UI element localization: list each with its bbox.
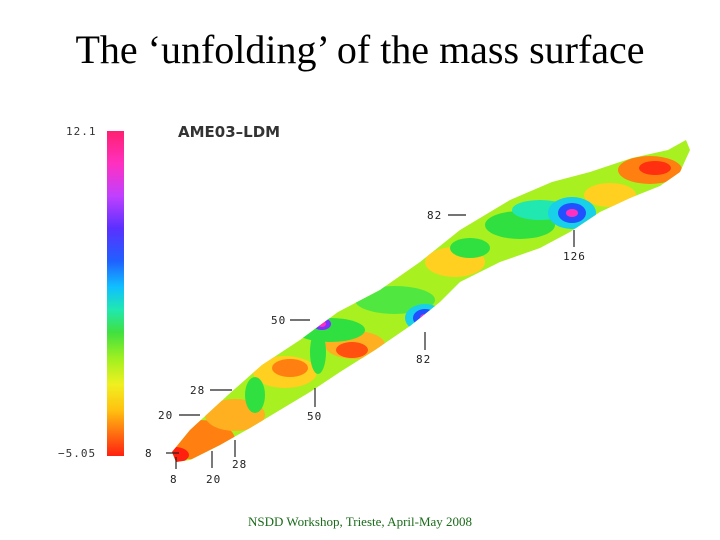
footer-text: NSDD Workshop, Trieste, April-May 2008	[247, 514, 473, 529]
magic-label-left-50: 50	[271, 314, 287, 327]
magic-number-ticks	[166, 214, 575, 469]
magic-label-bottom-50: 50	[307, 410, 323, 423]
magic-label-bottom-8: 8	[170, 473, 178, 486]
magic-label-bottom-82: 82	[416, 353, 432, 366]
magic-label-bottom-126: 126	[563, 250, 586, 263]
colorbar-min-label: −5.05	[58, 447, 97, 460]
chart-title: AME03–LDM	[178, 123, 281, 141]
slide-title: The ‘unfolding’ of the mass surface	[75, 27, 645, 72]
magic-label-left-8: 8	[145, 447, 153, 460]
colorbar	[107, 131, 124, 456]
magic-label-left-82: 82	[427, 209, 443, 222]
magic-label-bottom-28: 28	[232, 458, 248, 471]
mass-surface-band	[172, 140, 690, 462]
magic-label-left-28: 28	[190, 384, 206, 397]
magic-label-bottom-20: 20	[206, 473, 222, 486]
colorbar-max-label: 12.1	[66, 125, 97, 138]
magic-label-left-20: 20	[158, 409, 174, 422]
